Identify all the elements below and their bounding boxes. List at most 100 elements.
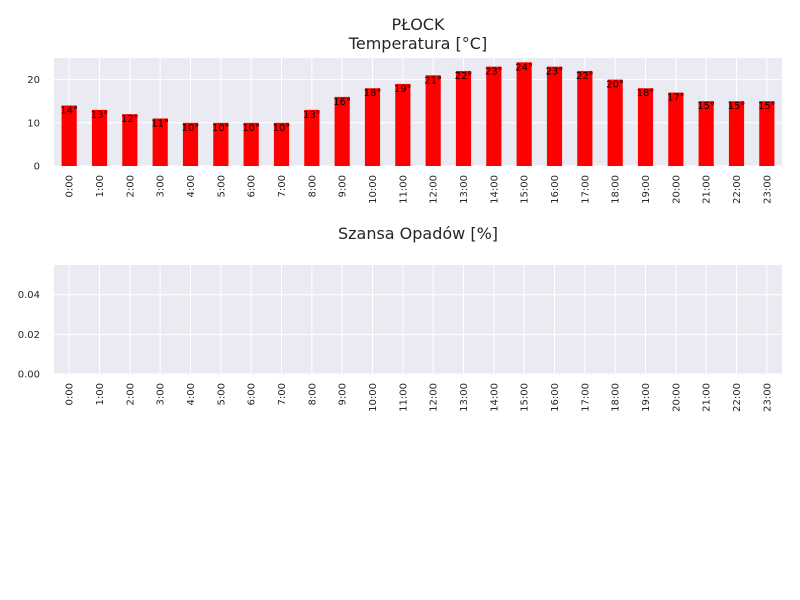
x-tick-label: 0:00 [65,383,76,405]
x-tick-label: 16:00 [550,175,561,204]
city-title: PŁOCK [392,15,445,34]
y-tick-label: 0.02 [18,330,40,341]
data-label: 10° [242,123,260,134]
data-label: 15° [728,101,746,112]
x-tick-label: 14:00 [489,175,500,204]
x-tick-label: 1:00 [95,383,106,405]
data-label: 24° [515,62,533,73]
x-tick-label: 10:00 [368,175,379,204]
bar [698,101,714,166]
x-tick-label: 12:00 [429,175,440,204]
temperature-title: Temperatura [°C] [348,34,487,53]
data-label: 12° [121,114,139,125]
bar [273,122,290,166]
y-tick-label: 20 [27,75,40,86]
x-tick-label: 12:00 [429,383,440,412]
data-label: 22° [576,71,594,82]
x-tick-label: 8:00 [307,383,318,405]
x-tick-label: 6:00 [247,175,258,197]
bar [759,101,775,166]
x-tick-label: 2:00 [125,175,136,197]
data-label: 13° [303,110,321,121]
x-tick-label: 18:00 [611,175,622,204]
x-tick-label: 18:00 [611,383,622,412]
x-tick-label: 8:00 [307,175,318,197]
x-tick-label: 14:00 [489,383,500,412]
data-label: 14° [60,106,78,117]
y-tick-label: 0.00 [18,370,40,381]
x-tick-label: 19:00 [641,175,652,204]
bar [213,122,229,166]
bar [637,88,654,166]
x-tick-label: 1:00 [95,175,106,197]
data-label: 17° [667,93,685,104]
x-tick-label: 21:00 [702,383,713,412]
x-tick-label: 3:00 [156,175,167,197]
x-tick-label: 19:00 [641,383,652,412]
x-tick-label: 4:00 [186,175,197,197]
data-label: 18° [637,88,655,99]
precip-title: Szansa Opadów [%] [338,224,498,243]
x-tick-label: 22:00 [732,175,743,204]
data-label: 15° [758,101,776,112]
data-label: 22° [455,71,473,82]
bar [122,114,138,166]
data-label: 18° [364,88,382,99]
x-tick-label: 2:00 [125,383,136,405]
x-tick-label: 23:00 [762,175,773,204]
bar [304,109,320,166]
bar [455,70,472,166]
data-label: 10° [273,123,291,134]
x-tick-label: 3:00 [156,383,167,405]
bar [91,109,108,166]
y-tick-label: 10 [27,118,40,129]
x-tick-label: 4:00 [186,383,197,405]
x-tick-label: 17:00 [580,383,591,412]
x-tick-label: 5:00 [216,175,227,197]
x-tick-label: 20:00 [671,175,682,204]
x-tick-label: 22:00 [732,383,743,412]
x-tick-label: 5:00 [216,383,227,405]
data-label: 19° [394,84,412,95]
bar [577,70,593,166]
bar [182,122,199,166]
data-label: 10° [182,123,200,134]
x-tick-label: 6:00 [247,383,258,405]
data-label: 21° [424,75,442,86]
bar [395,83,411,166]
x-tick-label: 7:00 [277,383,288,405]
x-tick-label: 16:00 [550,383,561,412]
bar [728,101,745,166]
data-label: 15° [697,101,715,112]
x-tick-label: 10:00 [368,383,379,412]
data-label: 23° [485,67,503,78]
x-tick-label: 17:00 [580,175,591,204]
bar [607,79,623,166]
bar [425,75,441,166]
x-tick-label: 20:00 [671,383,682,412]
bar [334,96,350,166]
x-tick-label: 13:00 [459,175,470,204]
data-label: 11° [151,118,169,129]
y-tick-label: 0 [34,162,40,173]
precipitation-chart: Szansa Opadów [%] 0.00 0.02 0.04 0:00 1:00 2:0… [18,224,782,412]
data-label: 23° [546,67,564,78]
data-label: 10° [212,123,230,134]
x-tick-label: 7:00 [277,175,288,197]
x-tick-label: 15:00 [520,383,531,412]
plot-area [54,265,782,374]
bar [364,88,381,166]
x-tick-label: 15:00 [520,175,531,204]
x-tick-label: 9:00 [338,383,349,405]
x-tick-label: 11:00 [398,175,409,204]
bar [152,118,168,166]
data-label: 13° [91,110,109,121]
x-tick-label: 23:00 [762,383,773,412]
bar [61,105,77,166]
bar [243,122,259,166]
x-tick-label: 11:00 [398,383,409,412]
x-tick-label: 9:00 [338,175,349,197]
x-tick-label: 0:00 [65,175,76,197]
